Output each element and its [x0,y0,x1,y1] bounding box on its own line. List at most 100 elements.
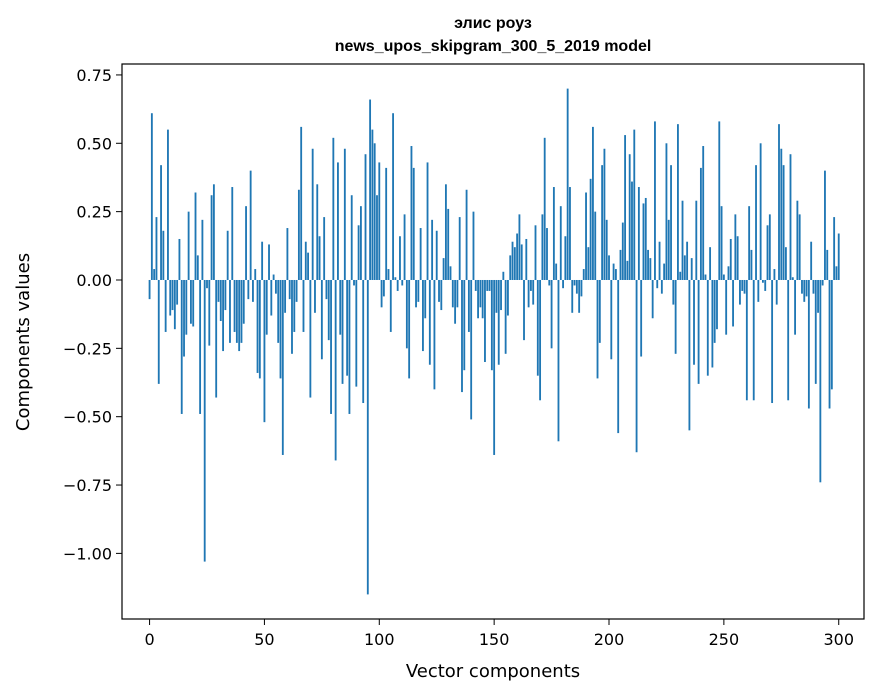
bar-100 [378,162,381,280]
bar-233 [683,255,686,280]
bar-122 [428,279,431,365]
bar-215 [642,203,645,280]
bar-133 [454,279,457,324]
bar-19 [192,279,195,327]
bar-57 [279,279,282,379]
bar-28 [212,184,215,280]
bar-278 [787,279,790,401]
bar-297 [830,279,833,390]
x-axis-ticks: 0 50 100 150 200 250 300 [144,619,854,649]
bar-289 [812,279,815,294]
bar-130 [447,208,450,280]
bar-121 [426,162,429,280]
bar-213 [637,187,640,280]
y-axis-label: Components values [13,253,34,431]
bar-164 [525,238,528,280]
bar-154 [502,271,505,280]
bar-204 [617,279,620,434]
bar-37 [233,279,236,332]
bar-153 [500,279,502,311]
bar-114 [410,146,413,280]
bar-116 [415,279,417,308]
bar-20 [194,192,197,280]
bar-269 [766,225,769,280]
chart-subtitle: news_upos_skipgram_300_5_2019 model [335,38,652,55]
bar-139 [467,279,470,332]
bar-31 [219,279,222,321]
bar-129 [444,184,447,280]
bar-102 [382,279,385,297]
bar-155 [504,279,507,354]
bar-8 [167,129,169,280]
bar-268 [764,279,767,291]
bar-187 [578,279,581,313]
bar-81 [334,279,337,461]
bar-11 [173,279,176,330]
bar-199 [605,219,608,280]
bar-189 [582,269,585,280]
bar-192 [589,178,592,280]
bar-142 [474,279,477,291]
y-tick-label: −0.25 [63,339,112,358]
bar-79 [330,279,332,414]
bar-7 [164,279,167,332]
bar-84 [341,279,344,384]
bar-230 [677,124,679,280]
bar-180 [562,279,564,289]
bar-14 [180,279,183,414]
y-tick-label: −0.50 [63,408,112,427]
bar-277 [784,247,787,280]
bar-188 [580,279,583,297]
bar-288 [810,241,813,280]
bar-67 [302,279,305,332]
bar-132 [451,279,454,308]
bar-32 [222,279,224,352]
bar-228 [672,279,675,305]
bar-126 [438,279,440,302]
bar-3 [155,217,158,280]
bar-99 [376,195,378,280]
bar-243 [706,279,709,376]
bar-138 [465,189,468,280]
bar-258 [741,279,744,291]
bar-223 [660,279,663,294]
bar-219 [651,279,654,319]
bar-24 [203,279,206,562]
bar-104 [387,269,390,280]
bar-279 [789,154,792,280]
bar-82 [337,162,339,280]
bar-66 [300,126,303,280]
bar-65 [297,189,300,280]
x-tick-label: 150 [479,630,510,649]
y-tick-label: −0.75 [63,476,112,495]
bar-58 [281,279,284,455]
bar-173 [546,228,548,280]
bar-124 [433,279,436,390]
bar-300 [837,233,840,280]
bar-10 [171,279,174,311]
bar-175 [550,279,553,349]
bar-46 [254,269,257,280]
bar-197 [601,165,604,280]
bar-165 [527,279,530,308]
bar-166 [529,279,532,291]
bar-107 [394,277,397,280]
bar-119 [422,279,424,352]
bar-38 [235,279,238,343]
bar-80 [332,137,335,280]
bar-294 [824,170,826,280]
bar-22 [199,279,202,414]
bar-203 [614,269,617,280]
bar-103 [385,167,388,280]
bar-291 [817,279,819,313]
bar-16 [185,279,188,335]
bar-48 [258,279,261,379]
bar-128 [442,258,445,280]
bar-266 [759,143,762,280]
bar-109 [399,236,401,280]
bar-252 [727,266,730,280]
bar-218 [649,258,652,280]
bar-61 [288,279,291,300]
bar-193 [592,126,594,280]
